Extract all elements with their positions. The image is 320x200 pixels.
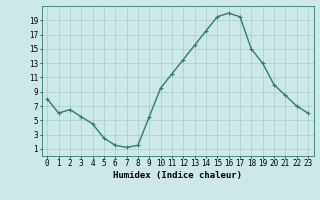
X-axis label: Humidex (Indice chaleur): Humidex (Indice chaleur) bbox=[113, 171, 242, 180]
